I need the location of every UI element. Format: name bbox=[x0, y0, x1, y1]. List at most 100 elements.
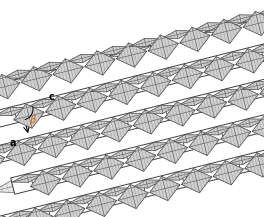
Polygon shape bbox=[53, 59, 83, 83]
Polygon shape bbox=[68, 196, 99, 204]
Circle shape bbox=[127, 152, 136, 161]
Polygon shape bbox=[100, 188, 130, 196]
Polygon shape bbox=[163, 172, 194, 180]
Polygon shape bbox=[59, 92, 89, 100]
Circle shape bbox=[40, 209, 50, 217]
Text: c: c bbox=[48, 92, 54, 102]
Polygon shape bbox=[107, 151, 138, 159]
Polygon shape bbox=[238, 155, 264, 167]
Polygon shape bbox=[257, 128, 264, 168]
Polygon shape bbox=[213, 161, 243, 185]
Circle shape bbox=[222, 128, 231, 137]
Polygon shape bbox=[180, 27, 210, 51]
Polygon shape bbox=[205, 21, 247, 33]
Circle shape bbox=[166, 107, 176, 116]
Polygon shape bbox=[182, 133, 224, 145]
Polygon shape bbox=[101, 118, 132, 142]
Polygon shape bbox=[162, 152, 261, 192]
Polygon shape bbox=[35, 62, 65, 70]
Polygon shape bbox=[178, 97, 209, 105]
Polygon shape bbox=[110, 45, 152, 57]
Polygon shape bbox=[154, 68, 185, 76]
Polygon shape bbox=[234, 119, 264, 127]
Polygon shape bbox=[249, 44, 264, 52]
Polygon shape bbox=[0, 114, 17, 126]
Polygon shape bbox=[165, 102, 195, 126]
Polygon shape bbox=[89, 64, 188, 104]
Circle shape bbox=[15, 109, 25, 118]
Circle shape bbox=[205, 61, 215, 71]
Polygon shape bbox=[118, 184, 148, 209]
Polygon shape bbox=[126, 112, 168, 123]
Polygon shape bbox=[110, 45, 152, 57]
Polygon shape bbox=[67, 176, 166, 216]
Polygon shape bbox=[48, 202, 89, 214]
Polygon shape bbox=[148, 35, 178, 59]
Polygon shape bbox=[257, 7, 264, 15]
Polygon shape bbox=[51, 129, 82, 137]
Polygon shape bbox=[106, 130, 205, 171]
Polygon shape bbox=[186, 60, 216, 68]
Polygon shape bbox=[94, 155, 124, 179]
Polygon shape bbox=[109, 80, 139, 105]
Polygon shape bbox=[228, 86, 258, 110]
Polygon shape bbox=[0, 74, 20, 99]
Polygon shape bbox=[0, 149, 5, 173]
Polygon shape bbox=[27, 100, 58, 108]
Polygon shape bbox=[6, 141, 37, 166]
Polygon shape bbox=[147, 105, 177, 113]
Polygon shape bbox=[240, 62, 264, 102]
Polygon shape bbox=[218, 52, 248, 60]
Polygon shape bbox=[196, 94, 227, 118]
Polygon shape bbox=[0, 87, 93, 127]
Polygon shape bbox=[70, 90, 112, 102]
Polygon shape bbox=[87, 157, 129, 169]
Polygon shape bbox=[189, 131, 219, 156]
Circle shape bbox=[175, 140, 184, 149]
Polygon shape bbox=[0, 145, 19, 153]
Polygon shape bbox=[243, 11, 264, 36]
Circle shape bbox=[119, 118, 128, 128]
Polygon shape bbox=[85, 51, 115, 75]
Circle shape bbox=[32, 176, 41, 185]
Polygon shape bbox=[245, 153, 264, 177]
Polygon shape bbox=[143, 178, 185, 190]
Polygon shape bbox=[62, 163, 92, 187]
Polygon shape bbox=[0, 199, 70, 217]
Polygon shape bbox=[86, 192, 117, 217]
Polygon shape bbox=[0, 133, 54, 173]
Polygon shape bbox=[115, 113, 145, 121]
Polygon shape bbox=[225, 15, 256, 23]
Polygon shape bbox=[205, 21, 247, 33]
Polygon shape bbox=[150, 176, 180, 201]
Polygon shape bbox=[140, 72, 171, 97]
Polygon shape bbox=[260, 78, 264, 102]
Polygon shape bbox=[50, 109, 149, 149]
Circle shape bbox=[63, 97, 72, 106]
Polygon shape bbox=[20, 137, 50, 145]
Polygon shape bbox=[143, 178, 185, 190]
Circle shape bbox=[88, 197, 97, 206]
Polygon shape bbox=[242, 82, 264, 90]
Polygon shape bbox=[238, 155, 264, 167]
Polygon shape bbox=[12, 174, 43, 182]
Polygon shape bbox=[76, 158, 106, 166]
Polygon shape bbox=[166, 66, 207, 78]
Polygon shape bbox=[172, 64, 203, 89]
Polygon shape bbox=[220, 123, 251, 148]
Text: β: β bbox=[29, 115, 35, 125]
Polygon shape bbox=[15, 69, 56, 81]
Polygon shape bbox=[221, 88, 263, 100]
Polygon shape bbox=[31, 135, 73, 147]
Circle shape bbox=[110, 85, 120, 94]
Polygon shape bbox=[0, 216, 22, 217]
Polygon shape bbox=[98, 46, 129, 54]
Polygon shape bbox=[70, 125, 100, 150]
Polygon shape bbox=[70, 90, 112, 102]
Polygon shape bbox=[157, 139, 188, 163]
Polygon shape bbox=[211, 19, 242, 44]
Polygon shape bbox=[162, 31, 192, 39]
Polygon shape bbox=[55, 200, 85, 217]
Polygon shape bbox=[184, 40, 264, 80]
Circle shape bbox=[79, 164, 89, 173]
